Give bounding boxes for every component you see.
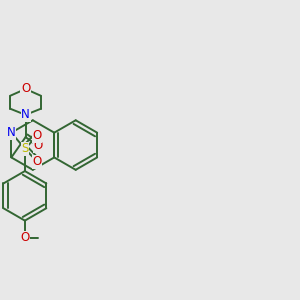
Text: N: N bbox=[7, 126, 16, 139]
Text: O: O bbox=[33, 129, 42, 142]
Text: O: O bbox=[21, 82, 30, 95]
Text: N: N bbox=[21, 108, 30, 121]
Text: O: O bbox=[33, 139, 42, 152]
Text: O: O bbox=[20, 232, 29, 244]
Text: O: O bbox=[33, 155, 42, 168]
Text: S: S bbox=[21, 142, 28, 155]
